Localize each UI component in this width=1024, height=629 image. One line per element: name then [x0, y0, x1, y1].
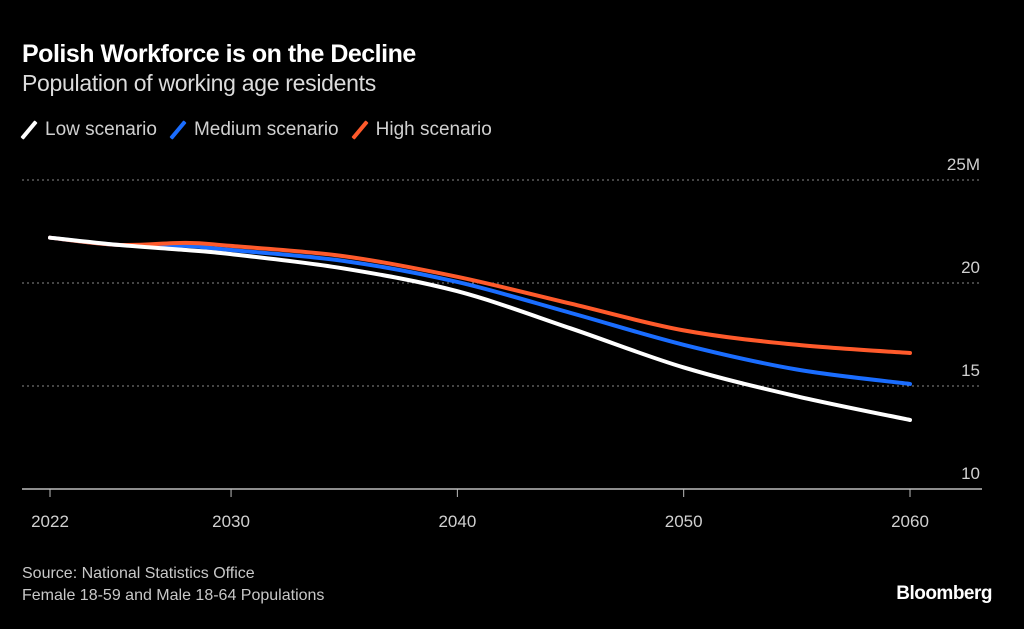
legend-label-medium: Medium scenario: [193, 119, 339, 140]
medium-scenario-line: [48, 235, 912, 386]
y-tick-label: 15: [961, 361, 980, 380]
source-text: Source: National Statistics Office: [22, 565, 255, 582]
population-note: Female 18-59 and Male 18-64 Populations: [22, 587, 325, 604]
legend-item-medium: Medium scenario: [171, 119, 339, 141]
chart-subtitle: Population of working age residents: [22, 70, 376, 96]
gridlines: [22, 179, 982, 387]
high-scenario-line: [48, 235, 912, 356]
low-scenario-line: [48, 235, 912, 422]
x-axis: 2022 2030 2040 2050 2060: [22, 488, 982, 531]
legend-item-high: High scenario: [353, 119, 492, 141]
chart-title: Polish Workforce is on the Decline: [22, 40, 416, 68]
legend-label-low: Low scenario: [45, 119, 157, 140]
legend-label-high: High scenario: [375, 119, 492, 140]
x-tick-label: 2040: [438, 512, 476, 531]
x-tick-label: 2030: [212, 512, 250, 531]
y-tick-label: 20: [961, 258, 980, 277]
x-tick-label: 2060: [891, 512, 929, 531]
legend: Low scenario Medium scenario High scenar…: [22, 119, 492, 141]
legend-item-low: Low scenario: [22, 119, 157, 141]
y-tick-label: 10: [961, 464, 980, 483]
y-tick-label: 25M: [947, 155, 980, 174]
series-lines: [48, 235, 912, 422]
x-tick-label: 2050: [665, 512, 703, 531]
bloomberg-logo: Bloomberg: [896, 583, 992, 604]
x-tick-label: 2022: [31, 512, 69, 531]
y-axis-labels: 10 15 20 25M: [947, 155, 980, 483]
source-note: Source: National Statistics Office Femal…: [22, 563, 324, 607]
